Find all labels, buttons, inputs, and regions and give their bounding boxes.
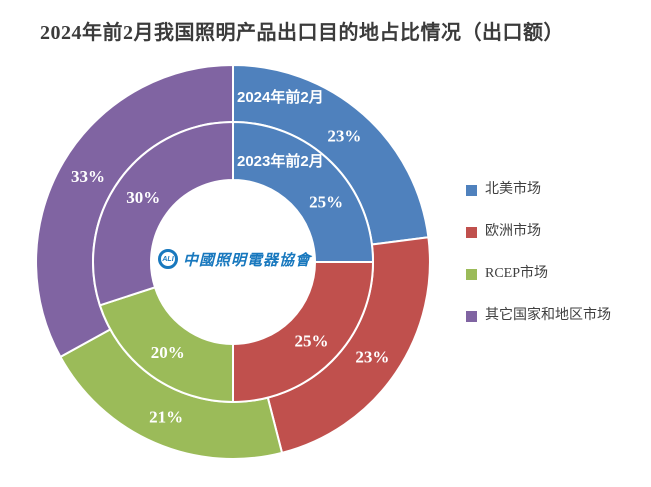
donut-outer-value-label-2: 21%: [149, 408, 183, 427]
donut-inner-segment-0: [232, 120, 375, 263]
legend-item-north-america: 北美市场: [466, 182, 611, 198]
legend-swatch-red: [466, 226, 477, 238]
cali-logo-icon: ALI: [158, 249, 178, 269]
donut-outer-value-label-1: 23%: [355, 348, 389, 367]
logo-text: 中國照明電器協會: [183, 252, 312, 269]
donut-inner-segment-1: [232, 261, 375, 404]
inner-ring-series-label: 2023年前2月: [237, 153, 324, 170]
legend-item-europe: 欧洲市场: [466, 224, 611, 240]
legend-label: 其它国家和地区市场: [485, 308, 611, 323]
legend-label: 北美市场: [485, 182, 541, 197]
legend: 北美市场 欧洲市场 RCEP市场 其它国家和地区市场: [466, 182, 611, 324]
donut-inner-segment-3: [92, 120, 234, 307]
legend-swatch-blue: [466, 184, 477, 196]
donut-outer-value-label-0: 23%: [327, 127, 361, 146]
donut-inner-value-label-0: 25%: [309, 193, 343, 212]
donut-inner-value-label-1: 25%: [295, 332, 329, 351]
chart-title: 2024年前2月我国照明产品出口目的地占比情况（出口额）: [40, 22, 564, 44]
legend-item-rcep: RCEP市场: [466, 266, 611, 282]
legend-item-other-regions: 其它国家和地区市场: [466, 308, 611, 324]
donut-outer-value-label-3: 33%: [71, 167, 105, 186]
legend-swatch-green: [466, 268, 477, 280]
legend-label: 欧洲市场: [485, 224, 541, 239]
legend-label: RCEP市场: [485, 266, 549, 281]
legend-swatch-purple: [466, 310, 477, 322]
center-logo: ALI 中國照明電器協會: [158, 245, 311, 273]
outer-ring-series-label: 2024年前2月: [237, 89, 324, 106]
donut-inner-value-label-2: 20%: [151, 343, 185, 362]
donut-inner-value-label-3: 30%: [126, 188, 160, 207]
